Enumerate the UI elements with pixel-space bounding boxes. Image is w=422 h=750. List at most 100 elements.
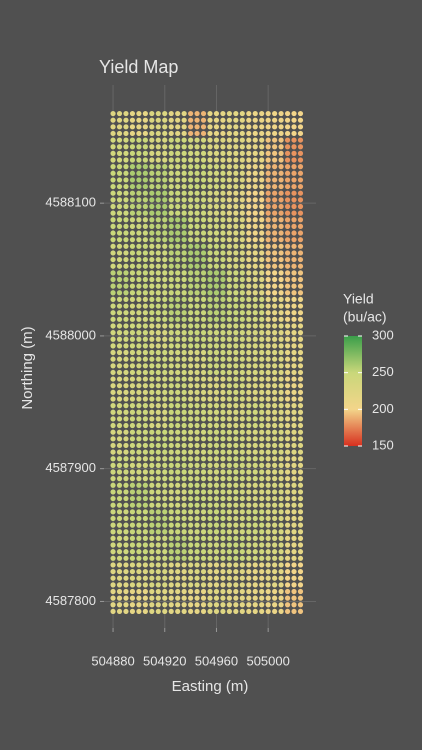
yield-point	[136, 389, 142, 395]
yield-point	[278, 323, 284, 329]
yield-point	[194, 555, 200, 561]
yield-point	[233, 130, 239, 137]
yield-point	[155, 137, 161, 143]
yield-point	[200, 170, 207, 176]
yield-point	[278, 124, 284, 130]
yield-cell	[226, 217, 245, 243]
yield-point	[194, 170, 200, 176]
yield-point	[213, 203, 220, 210]
yield-point	[136, 137, 142, 143]
yield-point	[123, 476, 129, 482]
yield-point	[233, 283, 239, 289]
yield-point	[181, 436, 187, 442]
yield-point	[123, 509, 129, 515]
yield-point	[252, 562, 258, 568]
yield-point	[246, 509, 252, 515]
yield-point	[259, 296, 265, 303]
yield-point	[252, 137, 258, 143]
yield-point	[155, 263, 161, 269]
yield-point	[155, 575, 161, 581]
yield-point	[200, 124, 207, 130]
yield-cell	[246, 429, 265, 455]
yield-point	[194, 203, 200, 210]
yield-point	[168, 217, 174, 223]
yield-point	[142, 190, 148, 196]
yield-point	[297, 150, 304, 156]
yield-point	[168, 150, 174, 156]
yield-point	[194, 582, 200, 588]
yield-cell	[226, 429, 245, 455]
yield-cell	[149, 323, 168, 349]
yield-cell	[246, 482, 265, 508]
yield-point	[213, 535, 220, 541]
yield-point	[220, 296, 226, 303]
yield-point	[188, 117, 194, 123]
yield-point	[207, 210, 213, 216]
yield-point	[220, 515, 226, 522]
yield-point	[291, 117, 297, 123]
yield-point	[233, 150, 239, 156]
yield-point	[291, 296, 297, 303]
yield-cell	[168, 562, 187, 588]
yield-point	[175, 310, 181, 316]
yield-point	[175, 137, 181, 143]
yield-point	[239, 323, 245, 329]
yield-point	[116, 164, 123, 170]
yield-point	[110, 144, 116, 150]
yield-point	[129, 356, 136, 362]
yield-point	[149, 568, 155, 575]
yield-point	[188, 110, 194, 117]
yield-point	[175, 555, 181, 561]
yield-point	[181, 276, 187, 283]
yield-point	[110, 210, 116, 216]
yield-cell	[207, 429, 226, 455]
yield-point	[188, 303, 194, 309]
yield-point	[252, 170, 258, 176]
yield-cell	[188, 323, 207, 349]
yield-point	[220, 555, 226, 561]
yield-point	[123, 482, 129, 488]
yield-point	[246, 203, 252, 210]
yield-point	[284, 243, 291, 249]
yield-point	[239, 316, 245, 322]
yield-point	[155, 456, 161, 462]
yield-cell	[246, 110, 265, 137]
yield-point	[123, 456, 129, 462]
yield-point	[272, 542, 278, 548]
yield-point	[259, 595, 265, 601]
yield-point	[284, 442, 291, 449]
yield-cell	[129, 482, 148, 508]
yield-point	[194, 476, 200, 482]
yield-point	[239, 177, 245, 183]
yield-point	[291, 489, 297, 495]
yield-point	[252, 456, 258, 462]
yield-point	[200, 568, 207, 575]
yield-point	[297, 456, 304, 462]
yield-point	[297, 270, 304, 276]
yield-point	[246, 343, 252, 349]
yield-point	[278, 270, 284, 276]
yield-point	[265, 150, 271, 156]
yield-point	[149, 349, 155, 356]
yield-point	[194, 369, 200, 376]
yield-point	[194, 263, 200, 269]
yield-point	[259, 602, 265, 608]
yield-point	[220, 522, 226, 528]
yield-point	[233, 542, 239, 548]
yield-point	[188, 369, 194, 376]
yield-point	[168, 256, 174, 263]
yield-point	[181, 110, 187, 117]
yield-point	[200, 575, 207, 581]
yield-point	[239, 283, 245, 289]
yield-cell	[265, 296, 284, 322]
yield-point	[278, 462, 284, 468]
yield-point	[284, 250, 291, 256]
yield-cell	[110, 349, 129, 376]
yield-point	[207, 217, 213, 223]
yield-point	[175, 542, 181, 548]
yield-point	[233, 263, 239, 269]
yield-point	[168, 349, 174, 356]
yield-point	[259, 117, 265, 123]
yield-point	[259, 495, 265, 502]
yield-cell	[226, 270, 245, 296]
